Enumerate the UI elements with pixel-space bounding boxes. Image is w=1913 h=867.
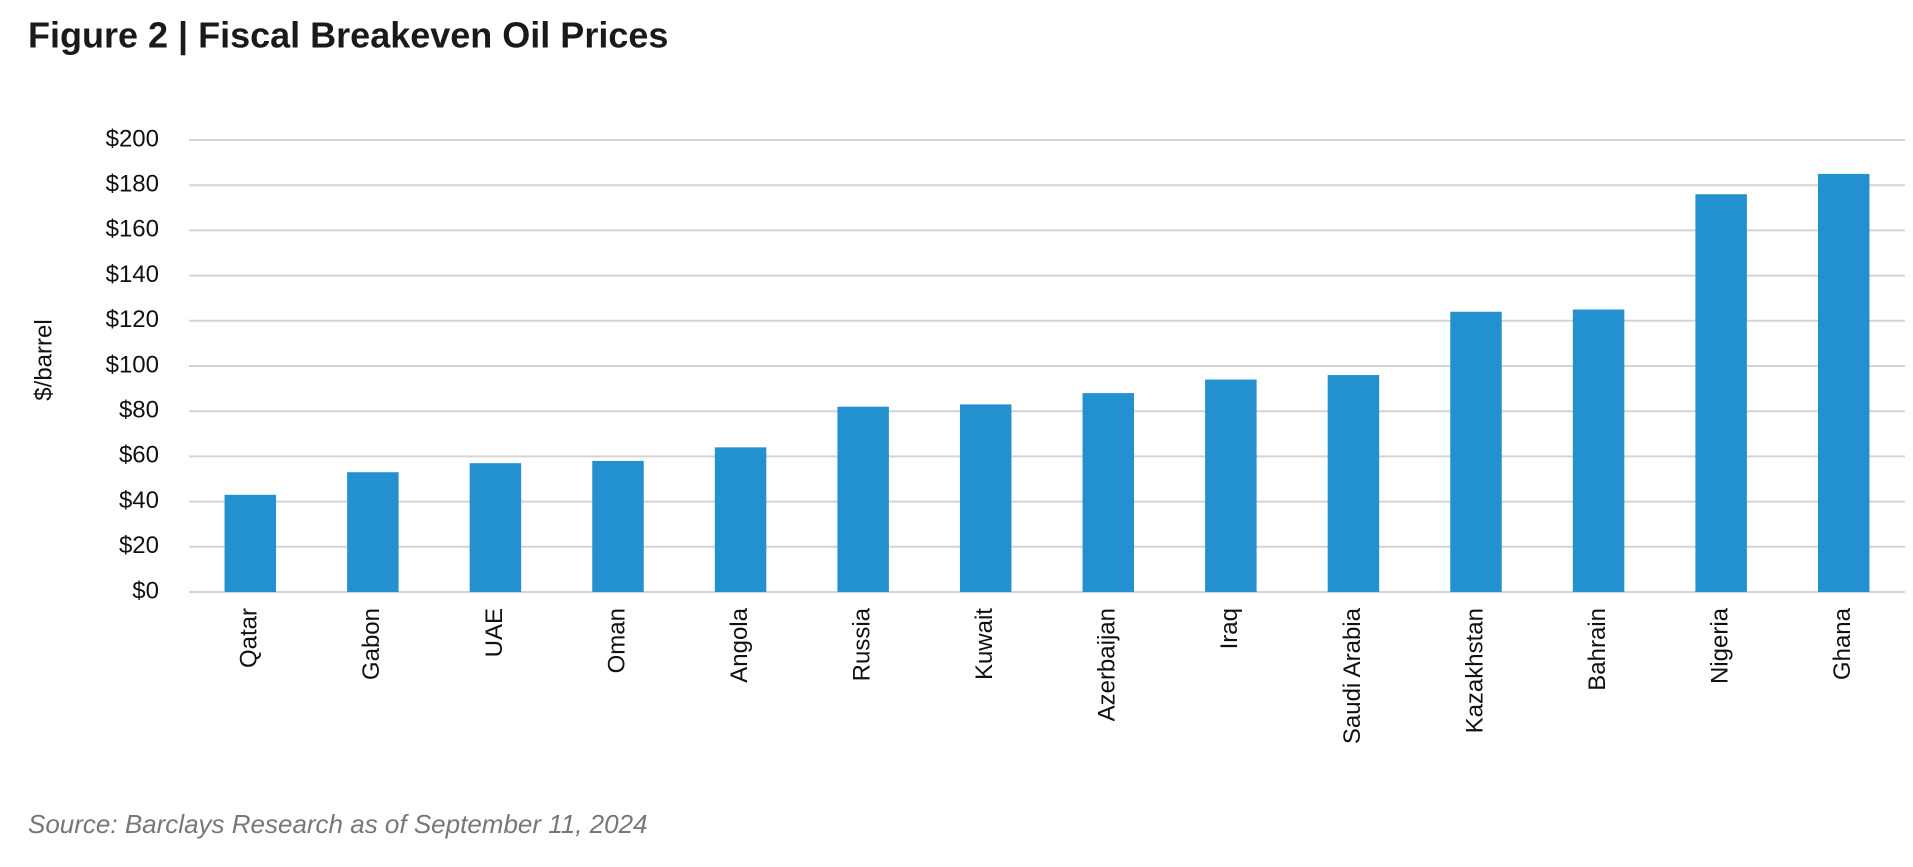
x-tick-label: Oman bbox=[603, 608, 630, 673]
x-tick-label: UAE bbox=[481, 608, 508, 657]
chart-title: Figure 2 | Fiscal Breakeven Oil Prices bbox=[28, 15, 668, 57]
y-tick-label: $180 bbox=[106, 171, 159, 198]
y-tick-label: $80 bbox=[119, 397, 159, 424]
bar bbox=[1327, 375, 1380, 592]
bar bbox=[592, 460, 644, 592]
source-note: Source: Barclays Research as of Septembe… bbox=[28, 809, 648, 839]
bar bbox=[1572, 309, 1625, 592]
x-tick-label: Kazakhstan bbox=[1461, 608, 1488, 733]
y-axis-label: $/barrel bbox=[30, 319, 57, 400]
y-tick-label: $200 bbox=[106, 125, 159, 152]
y-tick-label: $100 bbox=[106, 351, 159, 378]
x-tick-label: Nigeria bbox=[1706, 607, 1733, 684]
bar bbox=[224, 494, 277, 592]
x-tick-label: Russia bbox=[848, 607, 875, 681]
x-tick-label: Angola bbox=[726, 607, 753, 682]
x-tick-label: Saudi Arabia bbox=[1339, 607, 1366, 744]
bar bbox=[1817, 173, 1870, 592]
x-tick-label: Bahrain bbox=[1584, 608, 1611, 691]
x-tick-label: Gabon bbox=[358, 608, 385, 680]
x-tick-label: Qatar bbox=[236, 608, 263, 668]
y-tick-label: $0 bbox=[132, 577, 159, 604]
y-tick-label: $60 bbox=[119, 442, 159, 469]
y-tick-label: $20 bbox=[119, 532, 159, 559]
bar bbox=[1450, 311, 1502, 592]
bar bbox=[1082, 393, 1135, 592]
y-tick-label: $160 bbox=[106, 216, 159, 243]
y-tick-label: $40 bbox=[119, 487, 159, 514]
bar bbox=[1695, 194, 1747, 593]
bar bbox=[714, 447, 767, 592]
y-tick-label: $140 bbox=[106, 261, 159, 288]
bar bbox=[469, 463, 522, 592]
x-tick-label: Azerbaijan bbox=[1094, 608, 1121, 721]
x-tick-label: Iraq bbox=[1216, 608, 1243, 649]
y-tick-label: $120 bbox=[106, 306, 159, 333]
x-tick-label: Ghana bbox=[1829, 607, 1856, 680]
bar bbox=[347, 472, 399, 592]
bar bbox=[959, 404, 1012, 592]
bar bbox=[1205, 379, 1257, 592]
x-tick-label: Kuwait bbox=[971, 608, 998, 680]
bar bbox=[837, 406, 889, 592]
